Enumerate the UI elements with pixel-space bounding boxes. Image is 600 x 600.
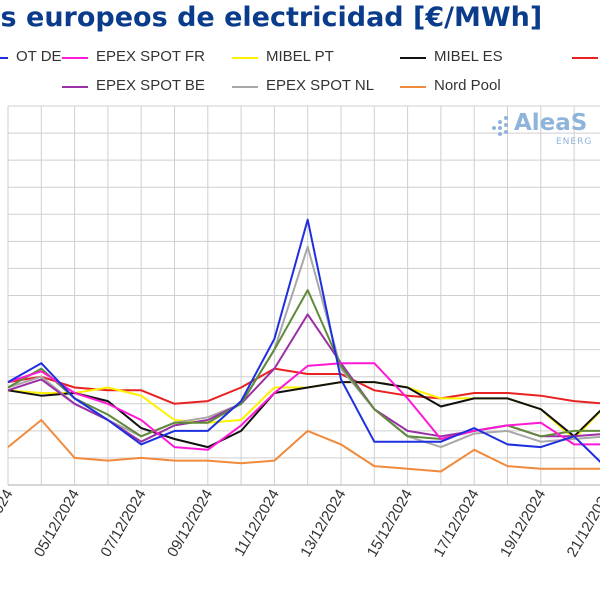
series-line-nord-pool-2 xyxy=(7,419,600,473)
x-tick-label: 03/12/2024 xyxy=(0,487,16,561)
x-tick-labels: 03/12/2024 05/12/2024 07/12/2024 09/12/2024… xyxy=(0,487,600,561)
legend-label: MIBEL PT xyxy=(266,48,334,65)
x-tick-label: 13/12/2024 xyxy=(297,487,349,561)
series-line-epex-spot-be xyxy=(7,313,600,443)
x-tick-label: 19/12/2024 xyxy=(497,487,549,561)
x-tick-label: 05/12/2024 xyxy=(31,487,83,561)
grid xyxy=(7,105,600,486)
legend-label: Nord Pool xyxy=(434,77,501,94)
legend-swatch xyxy=(62,86,88,88)
x-tick-label: 21/12/2024 xyxy=(564,487,600,561)
series-line-green-series xyxy=(7,289,600,440)
legend-swatch xyxy=(232,57,258,59)
chart-title: os europeos de electricidad [€/MWh] xyxy=(0,2,543,33)
legend-label: EPEX SPOT NL xyxy=(266,77,375,94)
x-tick-label: 11/12/2024 xyxy=(231,487,283,560)
legend-swatch xyxy=(400,86,426,88)
logo-dots-icon xyxy=(492,116,512,138)
series-lines xyxy=(7,218,600,473)
legend-label: EPEX SPOT FR xyxy=(96,48,205,65)
legend-label: OT DE xyxy=(16,48,62,65)
legend-swatch xyxy=(400,57,426,59)
x-tick-label: 09/12/2024 xyxy=(164,487,216,561)
series-line-epex-spot-nl xyxy=(7,245,600,449)
legend-label: MIBEL ES xyxy=(434,48,503,65)
x-tick-label: 17/12/2024 xyxy=(430,487,482,561)
series-line-mibel-pt xyxy=(7,381,600,440)
x-tick-label: 15/12/2024 xyxy=(364,487,416,561)
legend-swatch xyxy=(0,57,8,59)
legend-swatch xyxy=(232,86,258,88)
legend-swatch xyxy=(62,57,88,59)
legend-label: EPEX SPOT BE xyxy=(96,77,205,94)
series-line-epex-spot-fr xyxy=(7,362,600,451)
legend-swatch xyxy=(572,57,598,59)
x-tick-label: 07/12/2024 xyxy=(97,487,149,561)
series-line-mibel-es xyxy=(7,381,600,449)
series-line-epex-spot-de xyxy=(7,218,600,463)
